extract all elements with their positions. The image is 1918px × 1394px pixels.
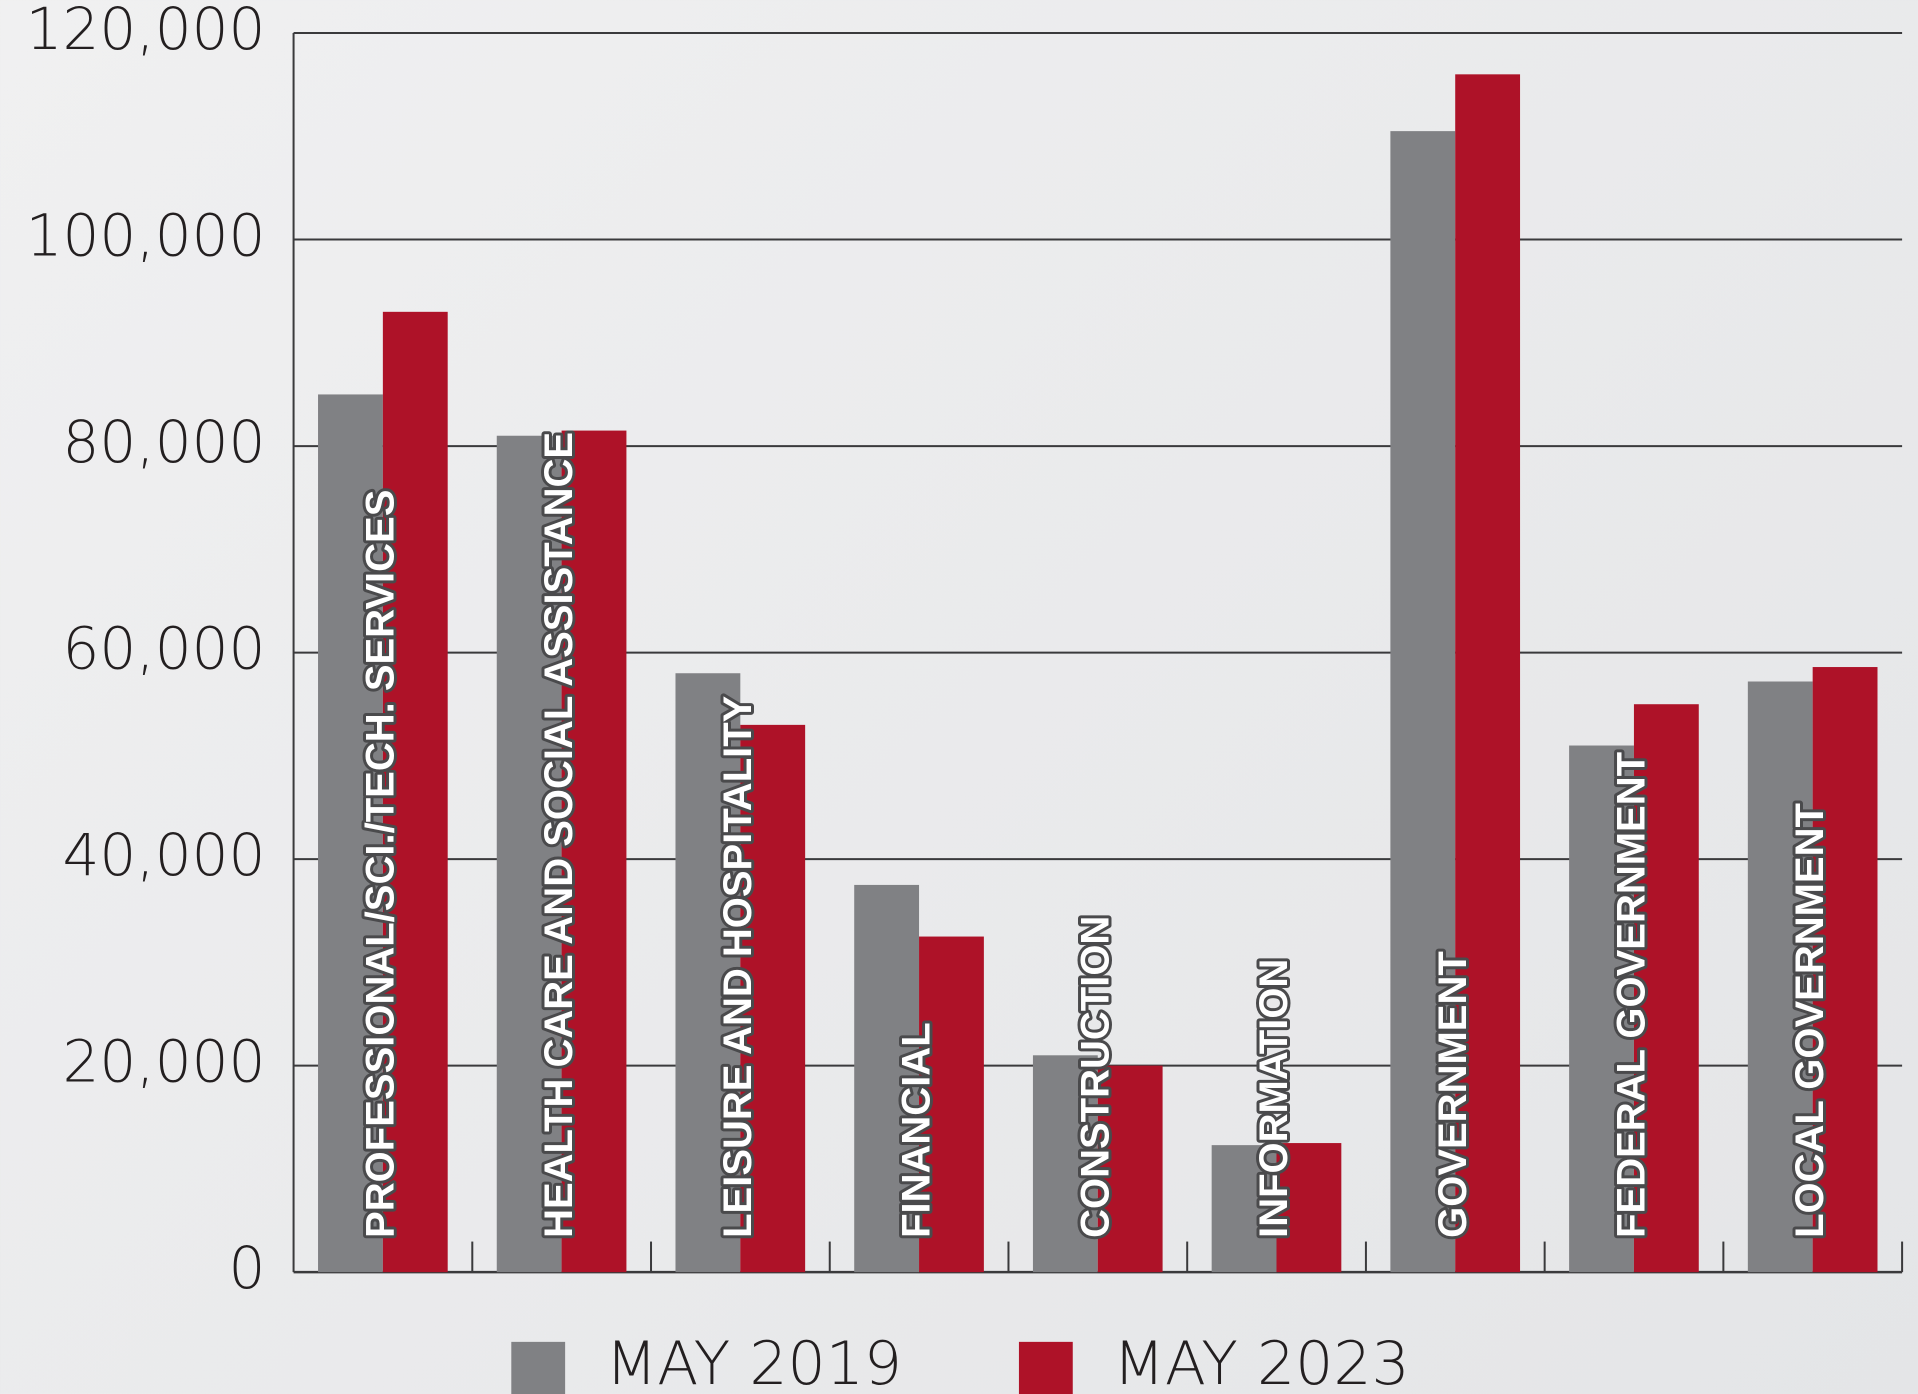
bar bbox=[1569, 745, 1634, 1273]
y-tick-label: 20,000 bbox=[62, 1028, 265, 1096]
legend-label: MAY 2023 bbox=[1113, 1329, 1410, 1394]
y-tick-label: 120,000 bbox=[26, 0, 266, 63]
category-label: GOVERNMENT bbox=[1431, 951, 1475, 1238]
bar bbox=[1032, 1055, 1098, 1273]
legend-swatch bbox=[511, 1341, 566, 1394]
y-tick-label: 80,000 bbox=[62, 408, 265, 476]
bar bbox=[561, 430, 627, 1273]
y-tick-label: 100,000 bbox=[26, 202, 266, 270]
bar bbox=[740, 724, 806, 1273]
bar bbox=[1097, 1065, 1163, 1273]
y-tick-label: 0 bbox=[229, 1234, 266, 1302]
bar bbox=[919, 936, 984, 1273]
bar bbox=[854, 884, 920, 1273]
category-label: CONSTRUCTION bbox=[1073, 916, 1117, 1238]
category-label: FEDERAL GOVERNMENT bbox=[1610, 752, 1654, 1238]
category-label: LOCAL GOVERNMENT bbox=[1788, 803, 1832, 1238]
bar bbox=[318, 394, 383, 1273]
y-tick-label: 40,000 bbox=[62, 821, 265, 889]
bar bbox=[1390, 131, 1456, 1273]
bar bbox=[1812, 667, 1878, 1273]
bar bbox=[675, 673, 741, 1273]
legend-swatch bbox=[1018, 1341, 1073, 1394]
bar bbox=[496, 435, 562, 1273]
bar bbox=[1455, 74, 1521, 1273]
category-label: PROFESSIONAL/SCI./TECH. SERVICES bbox=[358, 490, 402, 1238]
bar bbox=[1211, 1145, 1277, 1273]
bar bbox=[1276, 1143, 1342, 1273]
bar bbox=[382, 311, 448, 1273]
bar bbox=[1747, 681, 1813, 1273]
category-label: LEISURE AND HOSPITALITY bbox=[716, 695, 760, 1238]
category-label: FINANCIAL bbox=[895, 1022, 939, 1238]
y-tick-label: 60,000 bbox=[62, 615, 265, 683]
legend-label: MAY 2019 bbox=[605, 1329, 902, 1394]
category-label: HEALTH CARE AND SOCIAL ASSISTANCE bbox=[537, 432, 581, 1238]
category-label: INFORMATION bbox=[1252, 959, 1296, 1238]
bar bbox=[1633, 704, 1699, 1273]
